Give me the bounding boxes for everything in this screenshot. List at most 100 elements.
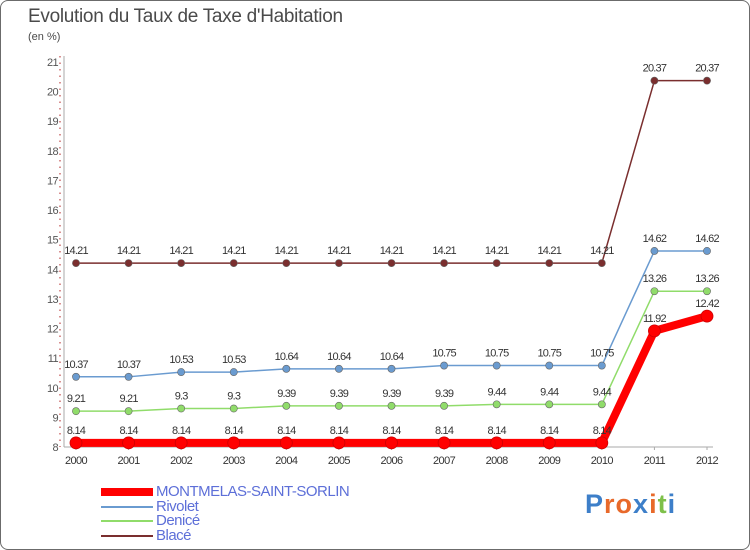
data-point	[177, 404, 186, 413]
data-label: 8.14	[435, 425, 454, 437]
y-tick-label: 15	[47, 235, 59, 247]
x-tick-label: 2011	[644, 455, 666, 467]
data-label: 20.37	[643, 63, 667, 75]
y-tick-label: 16	[47, 205, 59, 217]
data-label: 9.39	[277, 388, 296, 400]
data-label: 9.3	[227, 391, 241, 403]
data-label: 12.42	[695, 298, 719, 310]
legend-swatch	[101, 520, 153, 522]
legend-swatch	[101, 534, 153, 537]
data-label: 10.75	[432, 348, 456, 360]
y-tick-label: 13	[47, 294, 59, 306]
data-point	[282, 259, 291, 267]
data-label: 8.14	[225, 425, 244, 437]
data-point	[648, 324, 661, 338]
data-point	[595, 436, 609, 450]
data-labels-layer: 14.21 14.21 14.21 14.21 14.21 14.21 14.21 14.21…	[64, 63, 720, 437]
data-point	[335, 401, 343, 410]
data-point	[385, 436, 398, 450]
proxiti-watermark: Proxiti	[585, 489, 676, 520]
data-label: 14.21	[537, 245, 561, 257]
data-point	[69, 436, 83, 450]
data-label: 8.14	[330, 425, 349, 437]
data-point	[332, 436, 346, 450]
data-point	[440, 401, 448, 410]
data-label: 10.75	[485, 348, 509, 360]
data-point	[650, 76, 659, 85]
data-point	[703, 76, 711, 85]
series-line-0	[72, 312, 711, 447]
data-point	[492, 259, 501, 267]
x-tick-label: 2008	[486, 455, 509, 467]
data-point	[545, 259, 554, 267]
chart-subtitle: (en %)	[28, 31, 61, 43]
data-point	[335, 364, 343, 373]
data-point	[437, 436, 451, 450]
series-line-3	[75, 79, 708, 264]
data-point	[282, 364, 291, 373]
data-label: 14.21	[380, 245, 404, 257]
data-label: 10.37	[117, 359, 141, 371]
y-tick-label: 20	[47, 87, 59, 99]
data-point	[72, 372, 80, 381]
data-point	[700, 309, 714, 323]
data-point	[229, 368, 238, 376]
data-label: 10.75	[537, 348, 561, 360]
data-label: 14.21	[590, 245, 614, 257]
watermark-letter: x	[633, 489, 650, 519]
data-label: 9.39	[435, 388, 454, 400]
x-tick-label: 2010	[591, 455, 614, 467]
data-label: 14.21	[485, 245, 509, 257]
data-label: 13.26	[643, 273, 667, 285]
watermark-letter: P	[585, 489, 605, 519]
data-point	[229, 404, 238, 413]
data-label: 10.64	[327, 351, 351, 363]
data-point	[174, 436, 188, 450]
watermark-letter: o	[615, 489, 634, 519]
data-point	[440, 361, 448, 370]
data-label: 20.37	[695, 63, 719, 75]
x-tick-label: 2006	[380, 455, 403, 467]
y-tick-label: 9	[52, 412, 58, 424]
data-point	[440, 259, 448, 267]
data-point	[279, 436, 293, 450]
x-tick-label: 2005	[328, 455, 351, 467]
data-label: 9.44	[488, 386, 507, 398]
data-point	[703, 247, 711, 255]
data-point	[124, 407, 133, 416]
series-layer	[69, 76, 714, 450]
data-point	[545, 361, 554, 370]
data-point	[282, 401, 291, 410]
data-point	[650, 287, 659, 296]
data-point	[490, 436, 504, 450]
data-point	[124, 372, 133, 381]
data-point	[542, 436, 556, 450]
data-point	[72, 259, 80, 267]
data-point	[177, 259, 186, 267]
y-tick-label: 11	[48, 353, 59, 365]
data-point	[387, 364, 396, 373]
data-label: 14.21	[64, 245, 88, 257]
data-label: 10.64	[275, 351, 299, 363]
x-tick-label: 2003	[223, 455, 246, 467]
data-label: 10.53	[169, 354, 193, 366]
x-tick-label: 2004	[275, 455, 298, 467]
y-tick-label: 8	[52, 442, 58, 454]
x-tick-label: 2009	[538, 455, 561, 467]
legend-swatch	[101, 505, 153, 508]
data-point	[72, 407, 80, 416]
data-label: 10.64	[380, 351, 404, 363]
y-tick-label: 14	[47, 264, 59, 276]
data-label: 8.14	[593, 425, 612, 437]
y-tick-label: 18	[47, 146, 59, 158]
data-label: 8.14	[277, 425, 296, 437]
data-point	[227, 436, 241, 450]
data-label: 8.14	[540, 425, 559, 437]
data-label: 9.3	[175, 391, 189, 403]
data-label: 14.21	[117, 245, 141, 257]
data-point	[177, 368, 186, 376]
data-label: 9.21	[67, 393, 86, 405]
x-tick-label: 2007	[433, 455, 456, 467]
y-tick-label: 19	[47, 116, 59, 128]
legend-label: Rivolet	[156, 497, 199, 515]
